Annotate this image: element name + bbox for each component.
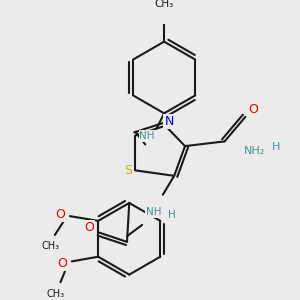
- Text: O: O: [84, 221, 94, 234]
- Text: H: H: [168, 211, 176, 220]
- Text: CH₃: CH₃: [47, 290, 65, 299]
- Text: O: O: [248, 103, 258, 116]
- Text: O: O: [56, 208, 65, 221]
- Text: H: H: [272, 142, 281, 152]
- Text: CH₃: CH₃: [41, 241, 59, 251]
- Text: NH: NH: [146, 207, 161, 217]
- Text: N: N: [164, 116, 174, 128]
- Text: NH: NH: [140, 131, 155, 141]
- Text: CH₃: CH₃: [154, 0, 174, 9]
- Text: O: O: [57, 257, 67, 270]
- Text: NH₂: NH₂: [244, 146, 266, 156]
- Text: S: S: [124, 164, 132, 177]
